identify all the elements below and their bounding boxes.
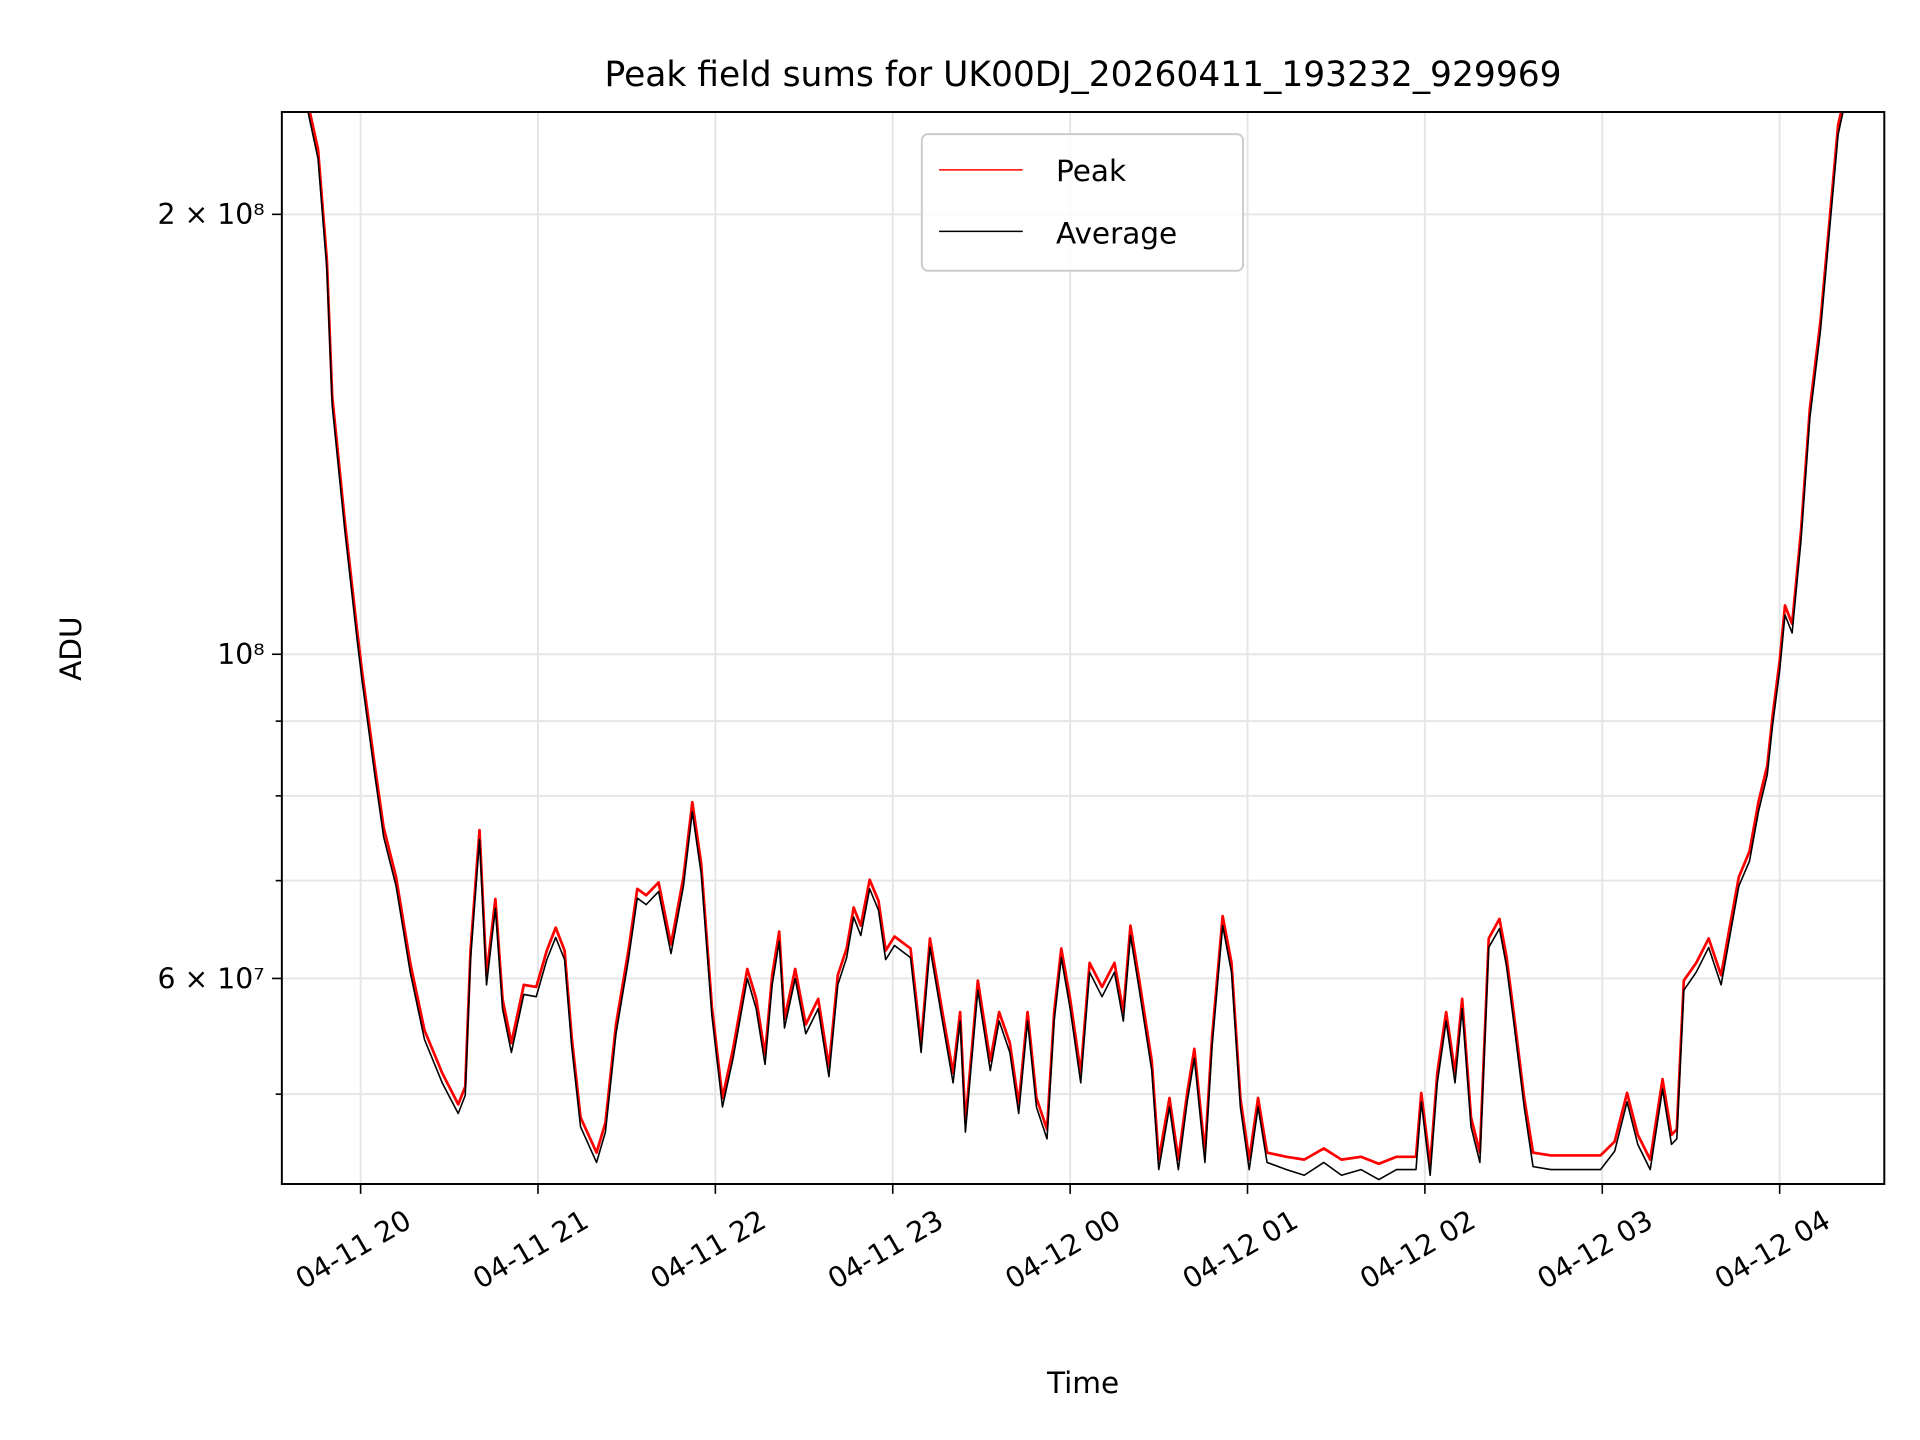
y-axis-label: ADU [54, 616, 88, 681]
y-tick-label: 10⁸ [217, 638, 264, 671]
legend-box [920, 133, 1245, 272]
legend-label-peak: Peak [1056, 154, 1126, 188]
plot-lines [307, 112, 1844, 1181]
x-axis-label: Time [1046, 1366, 1119, 1400]
legend-label-average: Average [1056, 217, 1177, 251]
y-tick-label: 6 × 10⁷ [158, 962, 265, 995]
legend: Peak Average [920, 133, 1245, 272]
chart-title: Peak field sums for UK00DJ_20260411_1932… [605, 55, 1562, 95]
y-tick-label: 2 × 10⁸ [158, 198, 265, 231]
plot-frame [280, 111, 1886, 1185]
series-line-average [307, 112, 1844, 1181]
